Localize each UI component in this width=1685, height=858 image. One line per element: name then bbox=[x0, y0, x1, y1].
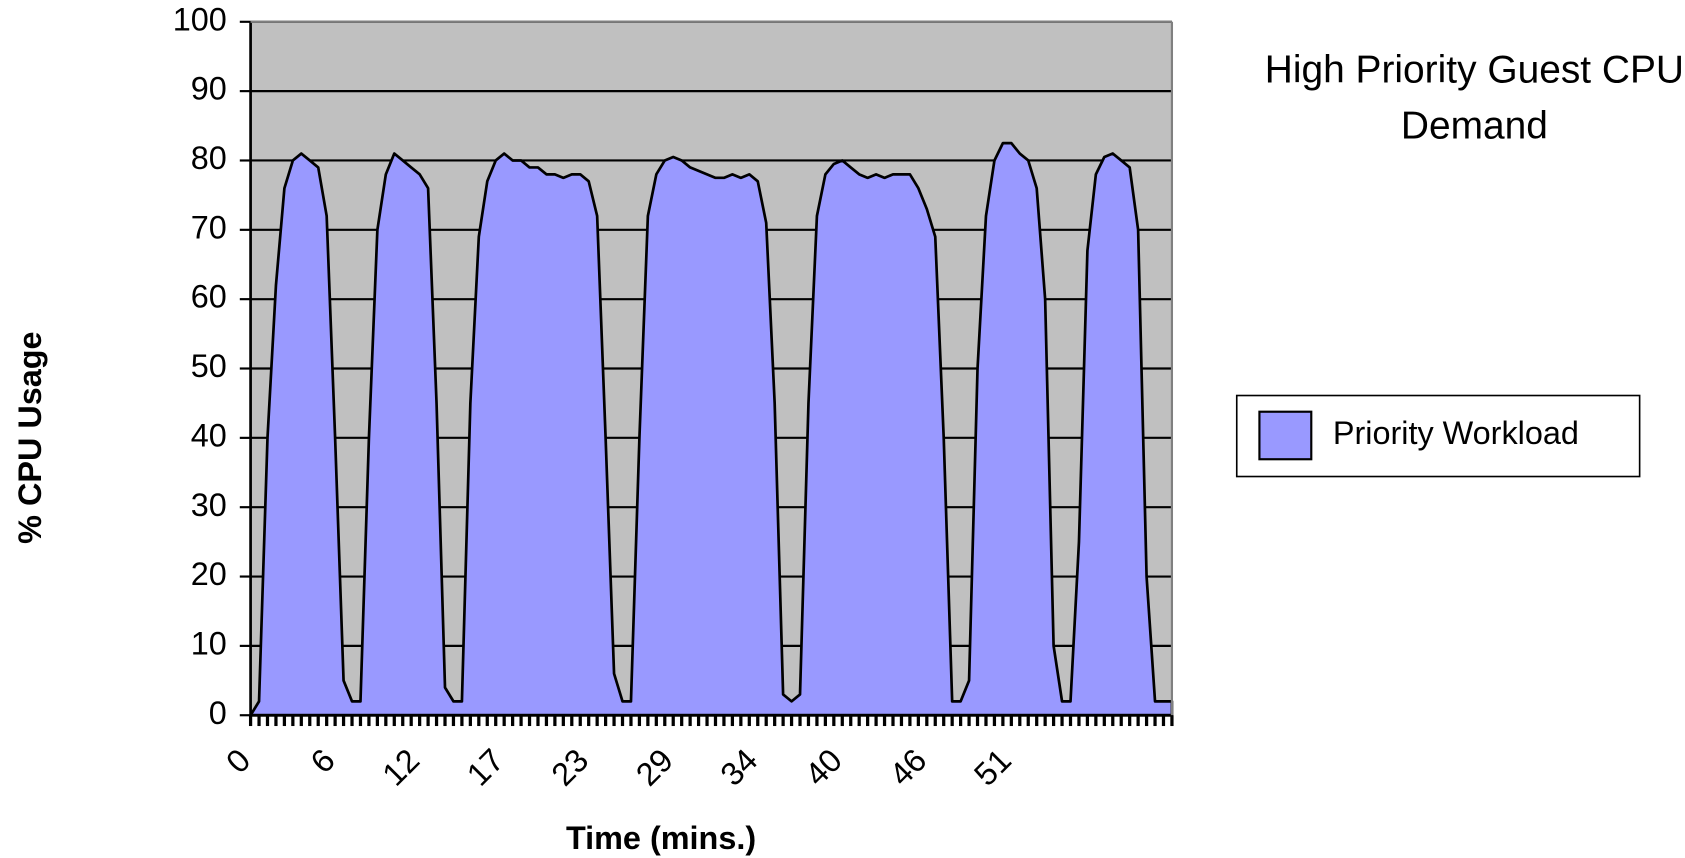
y-tick-label: 50 bbox=[191, 348, 227, 384]
x-tick-label: 23 bbox=[544, 742, 595, 793]
x-tick-label: 6 bbox=[304, 742, 342, 780]
y-axis-title: % CPU Usage bbox=[12, 331, 48, 543]
chart-title: High Priority Guest CPU Demand bbox=[1264, 46, 1684, 148]
x-tick-label: 34 bbox=[714, 742, 765, 793]
area bbox=[249, 141, 1174, 717]
x-tick-label: 17 bbox=[460, 742, 511, 793]
x-tick-label: 40 bbox=[798, 742, 849, 793]
y-tick-label: 30 bbox=[191, 487, 227, 523]
x-tick-label: 0 bbox=[219, 742, 257, 780]
y-tick-label: 20 bbox=[191, 556, 227, 592]
legend-label: Priority Workload bbox=[1333, 415, 1579, 451]
y-tick-label: 100 bbox=[173, 1, 227, 37]
y-tick-label: 10 bbox=[191, 625, 227, 661]
y-tick-label: 90 bbox=[191, 71, 227, 107]
title-box: High Priority Guest CPU Demand bbox=[1264, 46, 1684, 148]
x-tick-label: 46 bbox=[883, 742, 934, 793]
y-tick-label: 70 bbox=[191, 209, 227, 245]
y-tick-label: 0 bbox=[209, 695, 227, 731]
x-tick-label: 51 bbox=[967, 742, 1018, 793]
x-tick-label: 29 bbox=[629, 742, 680, 793]
legend-swatch bbox=[1258, 410, 1313, 461]
y-tick-label: 80 bbox=[191, 140, 227, 176]
legend: Priority Workload bbox=[1235, 394, 1641, 478]
x-tick-label: 12 bbox=[375, 742, 426, 793]
x-axis-title: Time (mins.) bbox=[566, 820, 756, 856]
y-tick-label: 60 bbox=[191, 279, 227, 315]
y-tick-label: 40 bbox=[191, 417, 227, 453]
